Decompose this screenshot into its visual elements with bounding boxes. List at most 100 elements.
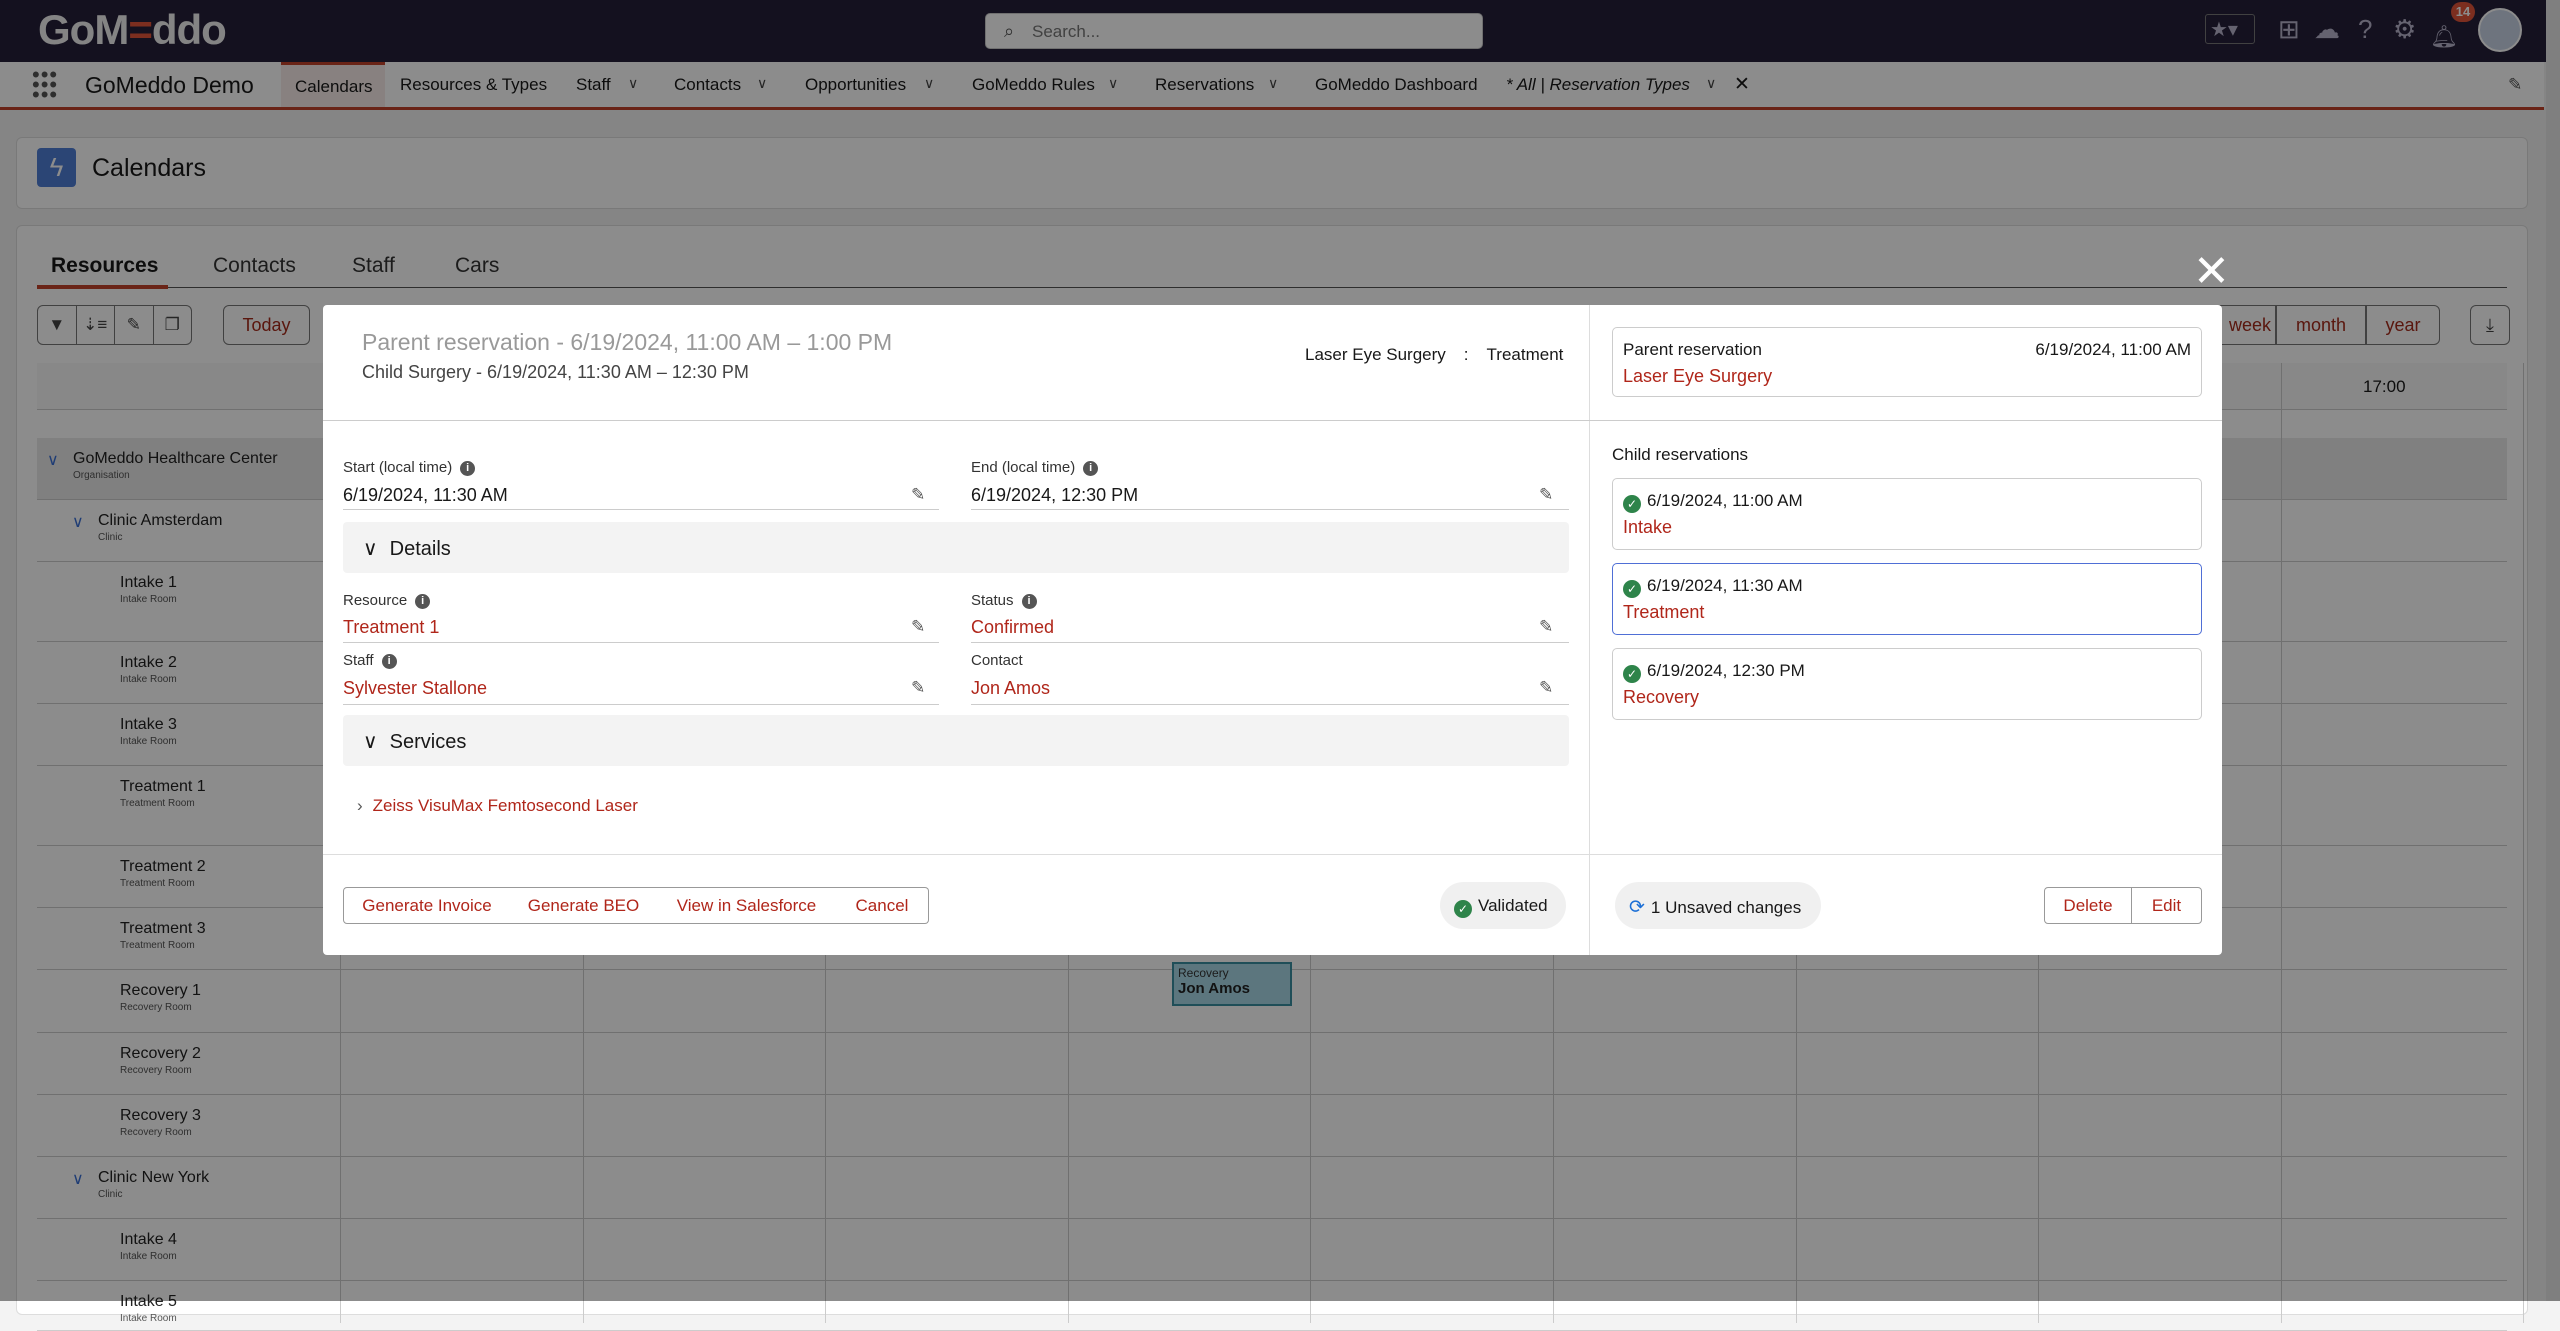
- help-icon[interactable]: ?: [2358, 14, 2373, 44]
- nav-gomeddo-rules[interactable]: GoMeddo Rules: [972, 75, 1095, 94]
- edit-pencil-icon[interactable]: ✎: [911, 617, 926, 636]
- calendar-event[interactable]: Recovery Jon Amos: [1172, 962, 1292, 1006]
- gomeddo-logo[interactable]: GoM=ddo: [38, 6, 227, 53]
- start-field[interactable]: 6/19/2024, 11:30 AM: [343, 485, 508, 505]
- nav-opportunities[interactable]: Opportunities: [805, 75, 907, 94]
- resource-type: Intake Room: [120, 594, 177, 605]
- resource-row[interactable]: Recovery 1 Recovery Room: [37, 970, 2507, 1033]
- child-reservation-card[interactable]: ✓ 6/19/2024, 12:30 PM Recovery: [1612, 648, 2202, 720]
- edit-nav-icon[interactable]: ✎: [2508, 75, 2523, 94]
- type-value: Treatment: [1486, 345, 1564, 364]
- nav-resources-types[interactable]: Resources & Types: [400, 75, 548, 94]
- tab-contacts[interactable]: Contacts: [213, 254, 296, 277]
- nav-reservation-types-tab[interactable]: * All | Reservation Types: [1506, 75, 1690, 94]
- trailhead-icon[interactable]: ☁: [2314, 14, 2340, 44]
- field-underline: [343, 704, 939, 705]
- edit-pencil-icon[interactable]: ✎: [1539, 617, 1554, 636]
- resource-row[interactable]: Recovery 2 Recovery Room: [37, 1033, 2507, 1095]
- tab-cars[interactable]: Cars: [455, 254, 500, 277]
- contact-link[interactable]: Jon Amos: [971, 678, 1051, 698]
- reservation-modal: Parent reservation - 6/19/2024, 11:00 AM…: [323, 305, 2222, 955]
- resource-type: Treatment Room: [120, 798, 195, 809]
- info-icon[interactable]: i: [1083, 461, 1099, 476]
- parent-reservation-card[interactable]: Parent reservation 6/19/2024, 11:00 AM L…: [1612, 327, 2202, 397]
- close-modal-icon[interactable]: ✕: [2193, 247, 2230, 296]
- search-input[interactable]: ⌕ Search...: [985, 13, 1483, 49]
- edit-pencil-icon[interactable]: ✎: [911, 678, 926, 697]
- notification-badge: 14: [2451, 2, 2475, 22]
- resource-row[interactable]: Intake 4 Intake Room: [37, 1219, 2507, 1281]
- info-icon[interactable]: i: [381, 654, 397, 669]
- status-value[interactable]: Confirmed: [971, 617, 1055, 637]
- info-icon[interactable]: i: [1021, 594, 1037, 609]
- service-item[interactable]: › Zeiss VisuMax Femtosecond Laser: [357, 796, 638, 815]
- edit-pencil-icon[interactable]: ✎: [1539, 485, 1554, 504]
- pencil-icon[interactable]: ✎: [115, 306, 154, 344]
- edit-button[interactable]: Edit: [2131, 887, 2202, 924]
- chevron-down-icon[interactable]: ∨: [72, 1171, 84, 1188]
- check-circle-icon: ✓: [1623, 665, 1641, 683]
- nav-reservations[interactable]: Reservations: [1155, 75, 1255, 94]
- resource-type: Clinic: [98, 1189, 123, 1200]
- check-circle-icon: ✓: [1623, 580, 1641, 598]
- cancel-button[interactable]: Cancel: [836, 887, 929, 924]
- chevron-down-icon[interactable]: ∨: [47, 452, 59, 469]
- copy-icon[interactable]: ❐: [164, 315, 180, 334]
- child-reservation-card[interactable]: ✓ 6/19/2024, 11:00 AM Intake: [1612, 478, 2202, 550]
- child-name[interactable]: Recovery: [1623, 687, 1700, 707]
- sort-icon[interactable]: ⇣≡: [77, 306, 115, 344]
- child-name[interactable]: Treatment: [1623, 602, 1705, 622]
- info-icon[interactable]: i: [415, 594, 431, 609]
- staff-link[interactable]: Sylvester Stallone: [343, 678, 488, 698]
- chevron-down-icon[interactable]: ∨: [628, 75, 639, 91]
- resource-row[interactable]: Recovery 3 Recovery Room: [37, 1095, 2507, 1157]
- child-name[interactable]: Intake: [1623, 517, 1673, 537]
- chevron-down-icon[interactable]: ∨: [1706, 75, 1717, 91]
- chevron-down-icon[interactable]: ∨: [1268, 75, 1279, 91]
- edit-pencil-icon[interactable]: ✎: [1539, 678, 1554, 697]
- parent-link[interactable]: Laser Eye Surgery: [1623, 366, 1773, 386]
- plus-icon[interactable]: ⊞: [2278, 14, 2300, 44]
- filter-icon[interactable]: ▼: [38, 306, 77, 344]
- avatar[interactable]: [2478, 8, 2522, 52]
- bell-icon[interactable]: 🔔︎: [2430, 24, 2458, 49]
- nav-contacts[interactable]: Contacts: [674, 75, 742, 94]
- resource-link[interactable]: Treatment 1: [343, 617, 440, 637]
- page-scrollbar[interactable]: [2546, 0, 2560, 1301]
- resource-row[interactable]: ∨ Clinic New York Clinic: [37, 1157, 2507, 1219]
- view-year-button[interactable]: year: [2366, 305, 2440, 345]
- info-icon[interactable]: i: [460, 461, 476, 476]
- generate-invoice-button[interactable]: Generate Invoice: [343, 887, 511, 924]
- download-icon[interactable]: ⤓: [2470, 305, 2510, 345]
- chevron-down-icon: ∨: [363, 731, 378, 753]
- field-underline: [971, 509, 1569, 510]
- page-header: ϟ Calendars: [16, 137, 2528, 209]
- chevron-right-icon: ›: [357, 796, 363, 815]
- start-label: Start (local time) i: [343, 459, 476, 476]
- end-field[interactable]: 6/19/2024, 12:30 PM: [971, 485, 1139, 505]
- nav-calendars[interactable]: Calendars: [281, 62, 385, 107]
- nav-staff[interactable]: Staff: [576, 75, 611, 94]
- favorites-star-icon[interactable]: ★▾: [2205, 14, 2255, 44]
- chevron-down-icon[interactable]: ∨: [924, 75, 935, 91]
- edit-pencil-icon[interactable]: ✎: [911, 485, 926, 504]
- details-section-header[interactable]: ∨ Details: [343, 522, 1569, 573]
- chevron-down-icon[interactable]: ∨: [72, 514, 84, 531]
- close-tab-icon[interactable]: ✕: [1734, 74, 1750, 95]
- chevron-down-icon[interactable]: ∨: [757, 75, 768, 91]
- nav-gomeddo-dashboard[interactable]: GoMeddo Dashboard: [1315, 75, 1478, 94]
- resource-type: Recovery Room: [120, 1127, 192, 1138]
- child-reservations-title: Child reservations: [1612, 445, 1749, 464]
- view-month-button[interactable]: month: [2276, 305, 2366, 345]
- gear-icon[interactable]: ⚙: [2393, 14, 2417, 44]
- child-reservation-card[interactable]: ✓ 6/19/2024, 11:30 AM Treatment: [1612, 563, 2202, 635]
- view-in-salesforce-button[interactable]: View in Salesforce: [657, 887, 837, 924]
- services-section-header[interactable]: ∨ Services: [343, 715, 1569, 766]
- tab-resources[interactable]: Resources: [51, 254, 159, 277]
- delete-button[interactable]: Delete: [2044, 887, 2132, 924]
- chevron-down-icon: ∨: [363, 538, 378, 560]
- chevron-down-icon[interactable]: ∨: [1108, 75, 1119, 91]
- generate-beo-button[interactable]: Generate BEO: [510, 887, 658, 924]
- tab-staff[interactable]: Staff: [352, 254, 395, 277]
- today-button[interactable]: Today: [223, 305, 310, 345]
